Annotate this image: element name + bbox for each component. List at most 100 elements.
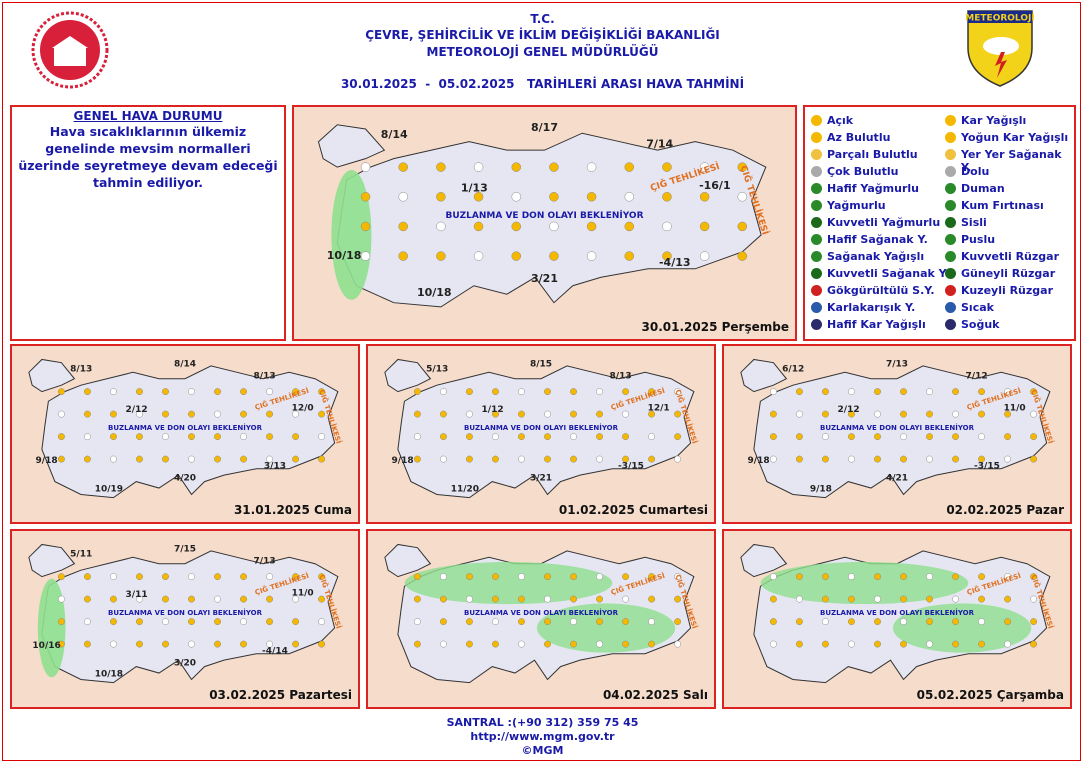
weather-icon [439, 433, 447, 441]
weather-icon [978, 595, 986, 603]
weather-icon [674, 455, 682, 463]
legend-label: Güneyli Rüzgar [961, 267, 1056, 280]
legend-label: Soğuk [961, 318, 1000, 331]
weather-icon [570, 455, 577, 463]
land [384, 358, 432, 393]
weather-icon [1030, 388, 1038, 396]
weather-icon [465, 573, 473, 581]
weather-icon [214, 410, 221, 418]
map-box: BUZLANMA VE DON OLAYI BEKLENİYOR ÇIĞ TEHL… [10, 344, 360, 524]
weather-icon [596, 433, 603, 441]
weather-icon [518, 618, 525, 626]
weather-icon [413, 455, 421, 463]
temperature: 2/12 [126, 405, 148, 415]
weather-icon [952, 573, 959, 581]
weather-icon [570, 410, 577, 418]
weather-icon [662, 192, 672, 202]
weather-icon [492, 433, 499, 441]
weather-icon [83, 640, 91, 648]
legend-label: Kuzeyli Rüzgar [961, 284, 1053, 297]
ministry-logo [31, 11, 109, 89]
temperature: 8/17 [531, 121, 558, 134]
weather-icon [926, 618, 933, 626]
weather-icon [511, 162, 521, 172]
weather-icon [549, 162, 559, 172]
weather-icon [292, 595, 300, 603]
weather-icon [465, 640, 473, 648]
rain-area [404, 561, 613, 605]
legend-label: Parçalı Bulutlu [827, 148, 918, 161]
legend-label: Sağanak Yağışlı [827, 250, 925, 263]
temperature: 4/21 [886, 474, 908, 484]
temperature: 9/18 [748, 456, 770, 466]
weather-icon [1004, 640, 1012, 648]
rain-area [892, 603, 1032, 653]
weather-icon [360, 251, 371, 261]
weather-icon [848, 573, 855, 581]
weather-icon [398, 162, 408, 172]
weather-icon [240, 618, 247, 626]
temperature: 5/13 [426, 365, 448, 375]
weather-icon [439, 640, 447, 648]
weather-icon [648, 640, 656, 648]
legend-icon [945, 115, 956, 126]
land [740, 543, 788, 578]
weather-icon [318, 455, 326, 463]
map-date: 31.01.2025 Cuma [234, 503, 352, 517]
weather-icon [413, 433, 421, 441]
legend-label: Az Bulutlu [827, 131, 891, 144]
weather-icon [266, 388, 274, 396]
map-date: 03.02.2025 Pazartesi [209, 688, 352, 702]
footer-line: ©MGM [521, 744, 564, 757]
map-date: 04.02.2025 Salı [603, 688, 708, 702]
weather-icon [570, 640, 577, 648]
weather-icon [699, 192, 710, 202]
temperature: 3/21 [530, 474, 552, 484]
map-date: 30.01.2025 Perşembe [642, 320, 789, 334]
weather-icon [518, 410, 525, 418]
legend-label: Hafif Sağanak Y. [827, 233, 928, 246]
legend: Açık Az Bulutlu Parçalı Bulutlu Çok Bulutlu… [803, 105, 1076, 341]
weather-icon [978, 455, 986, 463]
weather-icon [769, 640, 777, 648]
weather-icon [848, 388, 855, 396]
weather-icon [795, 595, 803, 603]
weather-icon [109, 433, 117, 441]
weather-icon [769, 573, 777, 581]
land [336, 132, 767, 308]
weather-icon [952, 433, 959, 441]
weather-icon [436, 162, 446, 172]
weather-icon [360, 192, 371, 202]
temperature: 11/0 [292, 588, 314, 598]
legend-icon [945, 149, 956, 160]
weather-icon [795, 573, 803, 581]
weather-icon [926, 573, 933, 581]
weather-icon [214, 618, 221, 626]
weather-icon [926, 433, 933, 441]
weather-icon [518, 595, 525, 603]
temperature: 8/13 [610, 372, 632, 382]
legend-icon [811, 166, 822, 177]
weather-icon [900, 455, 907, 463]
map-date: 05.02.2025 Çarşamba [917, 688, 1064, 702]
weather-icon [465, 433, 473, 441]
legend-label: Çok Bulutlu [827, 165, 899, 178]
weather-icon [674, 595, 682, 603]
weather-icon [737, 192, 748, 202]
weather-icon [188, 618, 195, 626]
legend-label: Karlakarışık Y. [827, 301, 916, 314]
temperature: 12/0 [292, 403, 314, 413]
weather-icon [465, 618, 473, 626]
weather-icon [586, 192, 597, 202]
temperature: 9/18 [810, 484, 832, 494]
weather-icon [596, 388, 603, 396]
weather-icon [1004, 388, 1012, 396]
weather-icon [57, 595, 65, 603]
legend-icon [945, 132, 956, 143]
weather-icon [737, 251, 748, 261]
temperature: 7/12 [966, 372, 988, 382]
weather-icon [1030, 618, 1038, 626]
weather-icon [214, 573, 221, 581]
weather-icon [900, 640, 907, 648]
